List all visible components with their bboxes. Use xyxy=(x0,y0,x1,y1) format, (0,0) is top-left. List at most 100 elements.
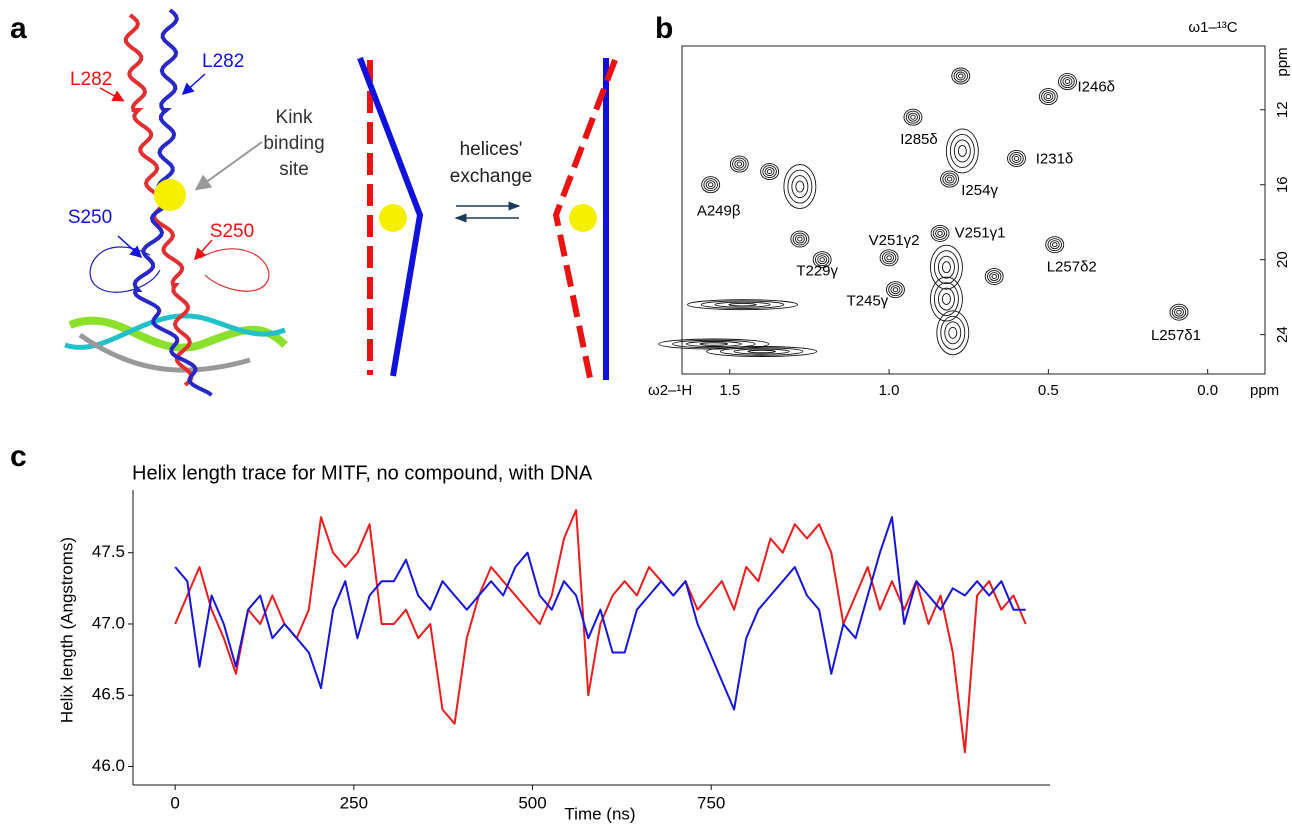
x-tick-label: 750 xyxy=(697,793,725,812)
contour-line xyxy=(953,139,971,163)
y-tick-label: 16 xyxy=(1274,176,1291,193)
axis-label: Helix length (Angstroms) xyxy=(57,537,76,723)
y-tick-label: 47.0 xyxy=(92,613,125,632)
contour-line xyxy=(886,255,892,261)
contour-line xyxy=(732,157,747,171)
y-tick-label: 20 xyxy=(1274,251,1291,268)
arrow xyxy=(194,141,263,191)
contour-line xyxy=(881,251,897,265)
y-tick-label: 12 xyxy=(1274,101,1291,118)
contour-line xyxy=(736,161,743,167)
y-tick-label: 47.5 xyxy=(92,542,125,561)
peak xyxy=(729,155,749,173)
contour-line xyxy=(903,108,923,126)
peak xyxy=(783,164,817,210)
contour-line xyxy=(1064,79,1071,85)
peak xyxy=(812,251,832,269)
panel-letter: c xyxy=(10,440,27,473)
contour-line xyxy=(705,180,716,190)
peak xyxy=(930,224,950,242)
contour-line xyxy=(941,261,951,274)
contour-line xyxy=(714,301,771,308)
helix-schematic xyxy=(552,58,618,379)
contour-line xyxy=(1062,77,1073,87)
plot-frame xyxy=(681,45,1266,375)
contour-line xyxy=(703,178,718,192)
contour-line xyxy=(987,270,1002,283)
x-tick-label: 0.5 xyxy=(1038,382,1059,399)
contour-line xyxy=(910,114,916,120)
contour-line xyxy=(932,226,948,240)
contour-line xyxy=(991,274,997,279)
contour-line xyxy=(814,253,830,267)
peak xyxy=(951,67,971,85)
series-line xyxy=(174,509,1027,754)
peak xyxy=(706,346,818,357)
contour-line xyxy=(930,224,950,242)
contour-line xyxy=(795,180,805,193)
contour-line xyxy=(700,300,785,309)
contour-line xyxy=(791,175,809,199)
label: L282 xyxy=(70,69,112,90)
peak xyxy=(929,244,963,290)
contour-line xyxy=(747,349,776,354)
contour-line xyxy=(733,348,790,355)
peak xyxy=(701,176,721,194)
peak-label: V251γ1 xyxy=(955,224,1006,241)
contour-line xyxy=(812,251,832,269)
contour-line xyxy=(707,182,714,188)
peak xyxy=(903,108,923,126)
contour-line xyxy=(1060,75,1075,89)
contour-line xyxy=(955,71,966,81)
label: S250 xyxy=(210,221,254,242)
kink-site xyxy=(154,179,186,211)
loop xyxy=(89,246,161,293)
axis-unit: ppm xyxy=(1250,382,1279,399)
y-tick-label: 46.5 xyxy=(92,685,125,704)
contour-line xyxy=(762,165,777,179)
contour-line xyxy=(790,230,810,248)
contour-line xyxy=(944,174,955,184)
contour-line xyxy=(792,232,808,246)
x-tick-label: 0.0 xyxy=(1197,382,1218,399)
contour-line xyxy=(1169,303,1189,321)
arrow xyxy=(99,87,125,102)
contour-line xyxy=(1174,307,1184,317)
loop xyxy=(199,248,270,292)
contour-line xyxy=(1009,152,1024,165)
kink-site xyxy=(569,204,597,232)
contour-line xyxy=(958,73,964,79)
contour-line xyxy=(945,128,979,174)
contour-line xyxy=(937,287,955,311)
contour-line xyxy=(885,281,905,299)
helix-schematic xyxy=(357,56,424,377)
contour-line xyxy=(687,299,798,311)
contour-line xyxy=(890,285,901,295)
label: S250 xyxy=(68,207,112,228)
contour-line xyxy=(888,283,903,297)
contour-line xyxy=(951,67,971,85)
axis-unit: ppm xyxy=(1274,47,1291,76)
contour-line xyxy=(879,249,899,267)
contour-line xyxy=(937,230,943,236)
arrow xyxy=(194,239,213,261)
x-tick-label: 0 xyxy=(170,793,179,812)
contour-line xyxy=(699,342,729,346)
contour-line xyxy=(1176,309,1182,315)
peak xyxy=(940,170,960,188)
peak xyxy=(760,163,780,181)
contour-line xyxy=(929,244,963,290)
contour-line xyxy=(1049,240,1060,250)
contour-line xyxy=(1052,242,1058,248)
contour-line xyxy=(984,268,1004,285)
arrow xyxy=(181,73,206,96)
contour-line xyxy=(1007,150,1026,167)
peak xyxy=(1007,150,1026,167)
x-tick-label: 1.0 xyxy=(879,382,900,399)
series-line xyxy=(174,516,1026,711)
peak xyxy=(1045,236,1065,254)
arrow xyxy=(117,235,143,259)
peak xyxy=(1038,88,1058,106)
contour-line xyxy=(1171,305,1187,319)
